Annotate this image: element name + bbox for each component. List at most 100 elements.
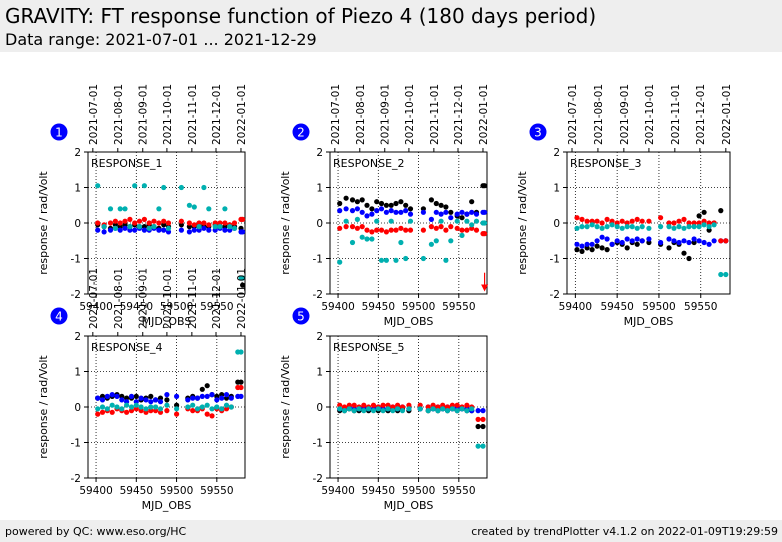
response-label: RESPONSE_1 [91, 157, 163, 170]
data-point-cyan [676, 224, 682, 230]
data-point-red [454, 402, 460, 408]
data-point-cyan [212, 224, 218, 230]
x-tick-label: 59500 [642, 301, 675, 313]
x-tick-label: 59400 [79, 301, 112, 313]
data-point-blue [594, 238, 600, 244]
data-point-cyan [112, 225, 118, 231]
data-point-red [475, 416, 481, 422]
panel-number: 5 [297, 310, 305, 324]
data-point-red [223, 406, 230, 412]
data-point-red [127, 216, 133, 222]
date-tick-label: 2021-11-01 [187, 84, 199, 145]
data-point-black [240, 282, 246, 288]
data-point-cyan [366, 406, 372, 412]
data-point-red [122, 218, 128, 224]
data-point-black [337, 200, 343, 207]
data-point-red [676, 218, 682, 224]
date-tick-label: 2021-07-01 [88, 84, 100, 145]
y-tick-label: 0 [316, 402, 323, 414]
data-point-cyan [383, 257, 389, 263]
data-point-cyan [646, 225, 652, 231]
data-point-red [380, 402, 386, 408]
data-point-cyan [701, 222, 707, 228]
y-tick-label: 2 [316, 147, 323, 159]
data-point-red [723, 238, 729, 244]
date-tick-label: 2021-11-01 [670, 84, 682, 145]
y-tick-label: -1 [313, 438, 323, 450]
data-point-blue [639, 238, 645, 244]
data-point-cyan [153, 404, 159, 410]
data-point-cyan [337, 406, 343, 412]
y-tick-label: 0 [74, 218, 81, 230]
y-tick-label: -2 [313, 289, 323, 301]
data-point-blue [219, 395, 225, 401]
data-point-cyan [388, 218, 394, 224]
data-point-cyan [95, 406, 101, 412]
data-point-black [428, 197, 434, 203]
data-point-cyan [433, 238, 439, 244]
data-point-cyan [122, 206, 128, 212]
data-point-cyan [138, 404, 144, 410]
data-point-black [574, 247, 580, 253]
data-point-cyan [723, 271, 729, 278]
data-point-black [164, 397, 170, 403]
data-point-cyan [143, 406, 149, 412]
date-tick-label: 2021-07-01 [330, 84, 342, 145]
data-point-red [388, 227, 394, 233]
data-point-cyan [686, 224, 692, 230]
data-point-cyan [711, 222, 717, 228]
data-point-black [349, 197, 356, 203]
data-point-blue [143, 397, 149, 403]
data-point-cyan [718, 271, 724, 278]
data-point-blue [128, 393, 135, 399]
data-point-blue [579, 243, 585, 249]
x-tick-label: 59450 [600, 301, 633, 313]
data-point-blue [148, 399, 154, 405]
data-point-blue [624, 236, 630, 242]
page-subtitle: Data range: 2021-07-01 ... 2021-12-29 [5, 30, 317, 49]
data-point-blue [686, 239, 692, 246]
y-axis-label: response / rad/Volt [37, 355, 50, 459]
y-tick-label: 2 [74, 331, 81, 343]
data-point-red [124, 409, 130, 415]
data-point-cyan [156, 206, 162, 212]
data-point-blue [95, 227, 101, 233]
data-point-red [385, 402, 391, 408]
data-point-red [706, 220, 712, 226]
data-point-blue [706, 241, 712, 247]
data-point-black [359, 197, 365, 203]
data-point-red [164, 408, 170, 414]
chart-panel-4: 59400 59450 59500 59550-2-1012MJD_OBSrespon… [37, 268, 248, 512]
data-point-black [701, 209, 707, 215]
data-point-blue [95, 395, 101, 401]
date-tick-label: 2021-07-01 [88, 268, 100, 329]
data-point-cyan [380, 408, 386, 414]
data-point-cyan [165, 225, 172, 231]
data-point-red [658, 215, 664, 221]
data-point-blue [398, 209, 404, 215]
data-point-blue [214, 397, 220, 403]
data-point-blue [604, 236, 610, 242]
data-point-black [438, 202, 444, 208]
data-point-cyan [480, 443, 486, 449]
data-point-red [204, 411, 210, 417]
data-point-red [354, 225, 360, 231]
data-point-cyan [157, 406, 164, 412]
data-point-blue [364, 213, 370, 219]
data-point-blue [428, 216, 434, 222]
data-point-blue [107, 227, 114, 233]
date-tick-label: 2022-01-01 [478, 84, 490, 145]
data-point-red [209, 413, 215, 419]
y-tick-label: 1 [553, 183, 560, 195]
data-point-blue [629, 238, 635, 244]
data-point-blue [393, 209, 399, 215]
data-point-cyan [482, 220, 488, 226]
data-point-blue [473, 211, 480, 217]
data-point-red [132, 220, 138, 226]
data-point-blue [584, 241, 590, 247]
x-axis-label: MJD_OBS [624, 315, 674, 328]
data-point-cyan [425, 408, 431, 414]
y-tick-label: -2 [550, 289, 560, 301]
data-point-black [448, 209, 454, 215]
data-point-red [393, 227, 399, 233]
